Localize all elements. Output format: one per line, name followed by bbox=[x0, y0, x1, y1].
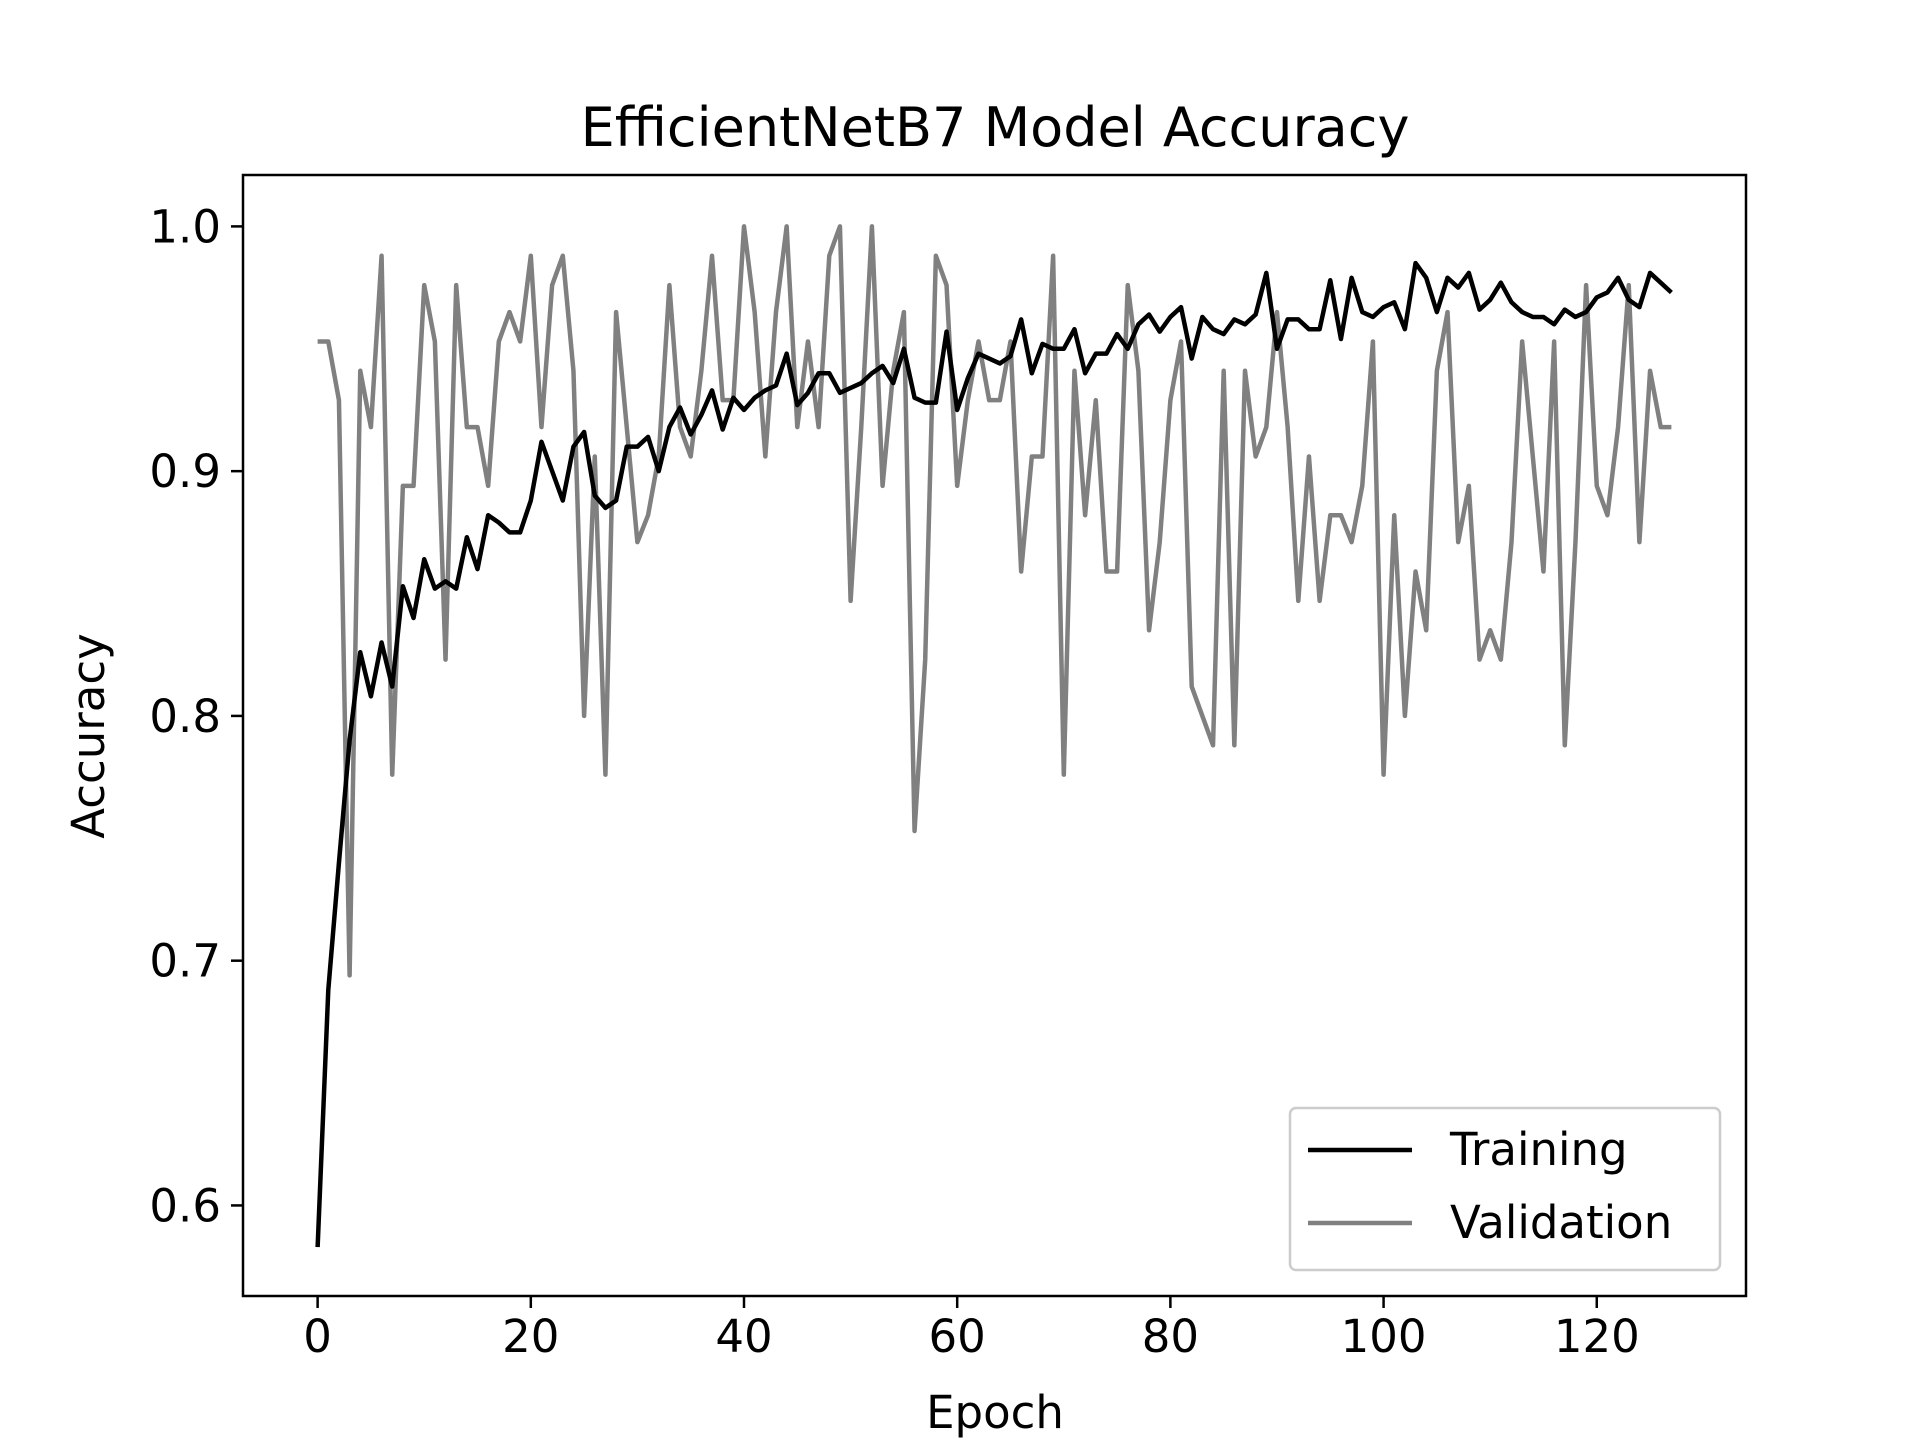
y-tick-label: 0.6 bbox=[149, 1179, 221, 1232]
x-axis-label: Epoch bbox=[926, 1386, 1064, 1439]
x-tick-label: 100 bbox=[1341, 1310, 1427, 1363]
y-tick-label: 0.8 bbox=[149, 690, 221, 743]
x-tick-label: 20 bbox=[502, 1310, 559, 1363]
y-tick-label: 0.7 bbox=[149, 935, 221, 988]
x-axis: 0 20 40 60 80 100 120 bbox=[303, 1296, 1640, 1363]
plot-area bbox=[315, 224, 1673, 1248]
legend-label-training: Training bbox=[1449, 1123, 1628, 1176]
legend: Training Validation bbox=[1288, 1106, 1722, 1272]
x-tick-label: 0 bbox=[303, 1310, 332, 1363]
axes-frame bbox=[241, 173, 1748, 1298]
chart-title: EfficientNetB7 Model Accuracy bbox=[581, 96, 1410, 159]
series-line-validation bbox=[317, 224, 1672, 978]
y-tick-label: 1.0 bbox=[149, 200, 221, 253]
y-axis-label: Accuracy bbox=[62, 633, 115, 838]
x-tick-label: 120 bbox=[1554, 1310, 1640, 1363]
x-tick-label: 40 bbox=[715, 1310, 772, 1363]
x-tick-label: 80 bbox=[1142, 1310, 1199, 1363]
series-line-training bbox=[315, 260, 1673, 1248]
legend-label-validation: Validation bbox=[1450, 1196, 1672, 1249]
x-tick-label: 60 bbox=[929, 1310, 986, 1363]
y-axis: 0.6 0.7 0.8 0.9 1.0 bbox=[149, 200, 243, 1232]
y-tick-label: 0.9 bbox=[149, 445, 221, 498]
